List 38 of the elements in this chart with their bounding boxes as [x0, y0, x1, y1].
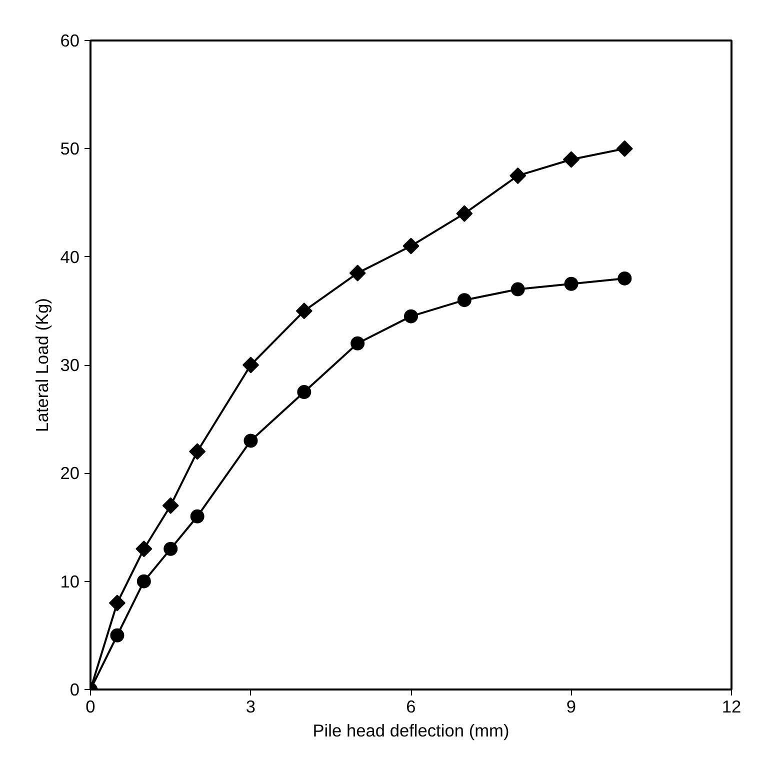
point — [164, 542, 178, 556]
point — [244, 434, 258, 448]
point — [162, 497, 179, 514]
point — [350, 336, 365, 350]
y-tick-label: 10 — [60, 571, 80, 592]
point — [108, 594, 126, 612]
x-tick-label: 9 — [566, 696, 576, 716]
point — [190, 509, 204, 524]
y-tick-label: 20 — [60, 463, 80, 484]
point — [564, 276, 578, 291]
x-tick-label: 6 — [406, 696, 416, 716]
point — [510, 282, 525, 296]
point — [402, 238, 420, 254]
point — [510, 167, 526, 184]
y-tick-label: 0 — [70, 680, 80, 700]
point — [136, 574, 151, 588]
y-tick-label: 40 — [60, 246, 80, 267]
x-axis-title: Pile head deflection (mm) — [312, 720, 510, 740]
point — [189, 443, 206, 460]
point — [242, 356, 260, 374]
point — [349, 264, 366, 282]
point — [618, 271, 632, 286]
x-tick-label: 3 — [246, 696, 256, 716]
point — [136, 540, 152, 558]
point — [404, 309, 418, 324]
point — [562, 151, 580, 168]
point — [457, 293, 472, 308]
y-tick-label: 50 — [60, 138, 80, 159]
x-tick-label: 12 — [722, 696, 742, 716]
point — [456, 205, 473, 222]
point — [616, 140, 633, 157]
point — [297, 385, 312, 400]
y-axis-title: Lateral Load (Kg) — [32, 298, 52, 432]
point — [110, 628, 124, 642]
y-tick-label: 60 — [60, 30, 80, 50]
y-tick-label: 30 — [60, 355, 80, 375]
point — [296, 302, 312, 320]
x-tick-label: 0 — [86, 696, 96, 716]
